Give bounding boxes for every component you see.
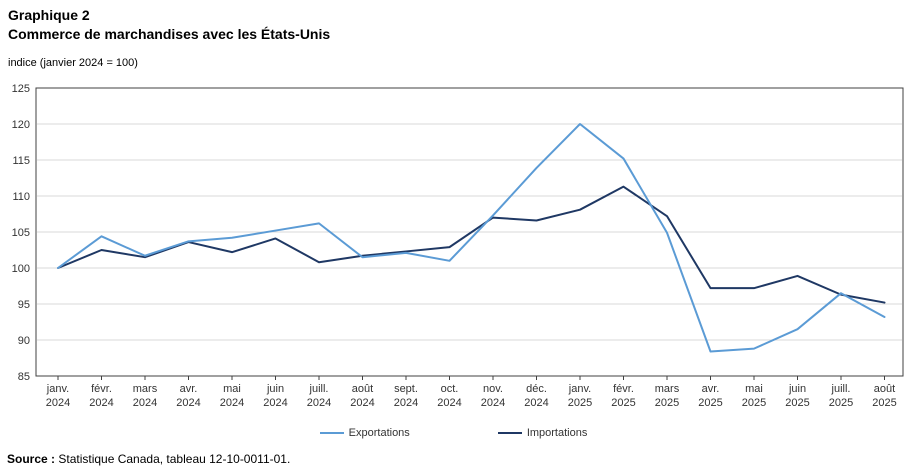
chart-legend: Exportations Importations [0, 427, 907, 439]
chart-title-line1: Graphique 2 [8, 7, 90, 23]
plot-border [35, 87, 904, 377]
x-axis-label: déc. 2024 [524, 383, 548, 409]
series-line-exportations [57, 123, 886, 353]
x-axis-label: févr. 2025 [611, 383, 635, 409]
y-axis-label: 105 [12, 227, 30, 239]
x-axis-label: mai 2024 [220, 383, 244, 409]
y-axis-label: 100 [12, 263, 30, 275]
y-axis-label: 110 [12, 191, 30, 203]
y-axis-label: 90 [18, 335, 30, 347]
source-text: Statistique Canada, tableau 12-10-0011-0… [55, 452, 291, 466]
x-axis-label: janv. 2025 [568, 383, 592, 409]
x-axis-label: avr. 2024 [176, 383, 200, 409]
legend-label-importations: Importations [526, 427, 588, 439]
y-axis-unit-label: indice (janvier 2024 = 100) [8, 57, 138, 69]
x-axis-label: août 2024 [350, 383, 374, 409]
source-note: Source : Statistique Canada, tableau 12-… [7, 452, 290, 466]
legend-item-importations: Importations [497, 427, 588, 439]
chart-title: Graphique 2 Commerce de marchandises ave… [8, 6, 330, 44]
y-axis-label: 95 [18, 299, 30, 311]
x-axis-label: mai 2025 [742, 383, 766, 409]
y-axis-label: 85 [18, 371, 30, 383]
x-axis-label: juin 2025 [785, 383, 809, 409]
x-axis-label: juill. 2025 [829, 383, 853, 409]
x-axis-label: févr. 2024 [89, 383, 113, 409]
y-axis-label: 120 [12, 119, 30, 131]
legend-item-exportations: Exportations [319, 427, 410, 439]
x-axis-label: nov. 2024 [481, 383, 505, 409]
x-axis-label: avr. 2025 [698, 383, 722, 409]
x-axis-label: oct. 2024 [437, 383, 461, 409]
chart-title-line2: Commerce de marchandises avec les États-… [8, 26, 331, 42]
x-axis-label: janv. 2024 [46, 383, 70, 409]
x-axis-label: mars 2024 [133, 383, 158, 409]
legend-swatch-exportations [319, 432, 344, 434]
x-axis-label: sept. 2024 [394, 383, 418, 409]
x-axis-label: juin 2024 [263, 383, 287, 409]
legend-swatch-importations [497, 432, 522, 434]
legend-label-exportations: Exportations [348, 427, 410, 439]
x-axis-label: août 2025 [872, 383, 896, 409]
y-axis-label: 115 [12, 155, 30, 167]
source-label: Source : [7, 452, 56, 466]
x-axis-label: juill. 2024 [307, 383, 331, 409]
y-axis-label: 125 [12, 83, 30, 95]
x-axis-label: mars 2025 [655, 383, 680, 409]
series-line-importations [57, 185, 886, 304]
